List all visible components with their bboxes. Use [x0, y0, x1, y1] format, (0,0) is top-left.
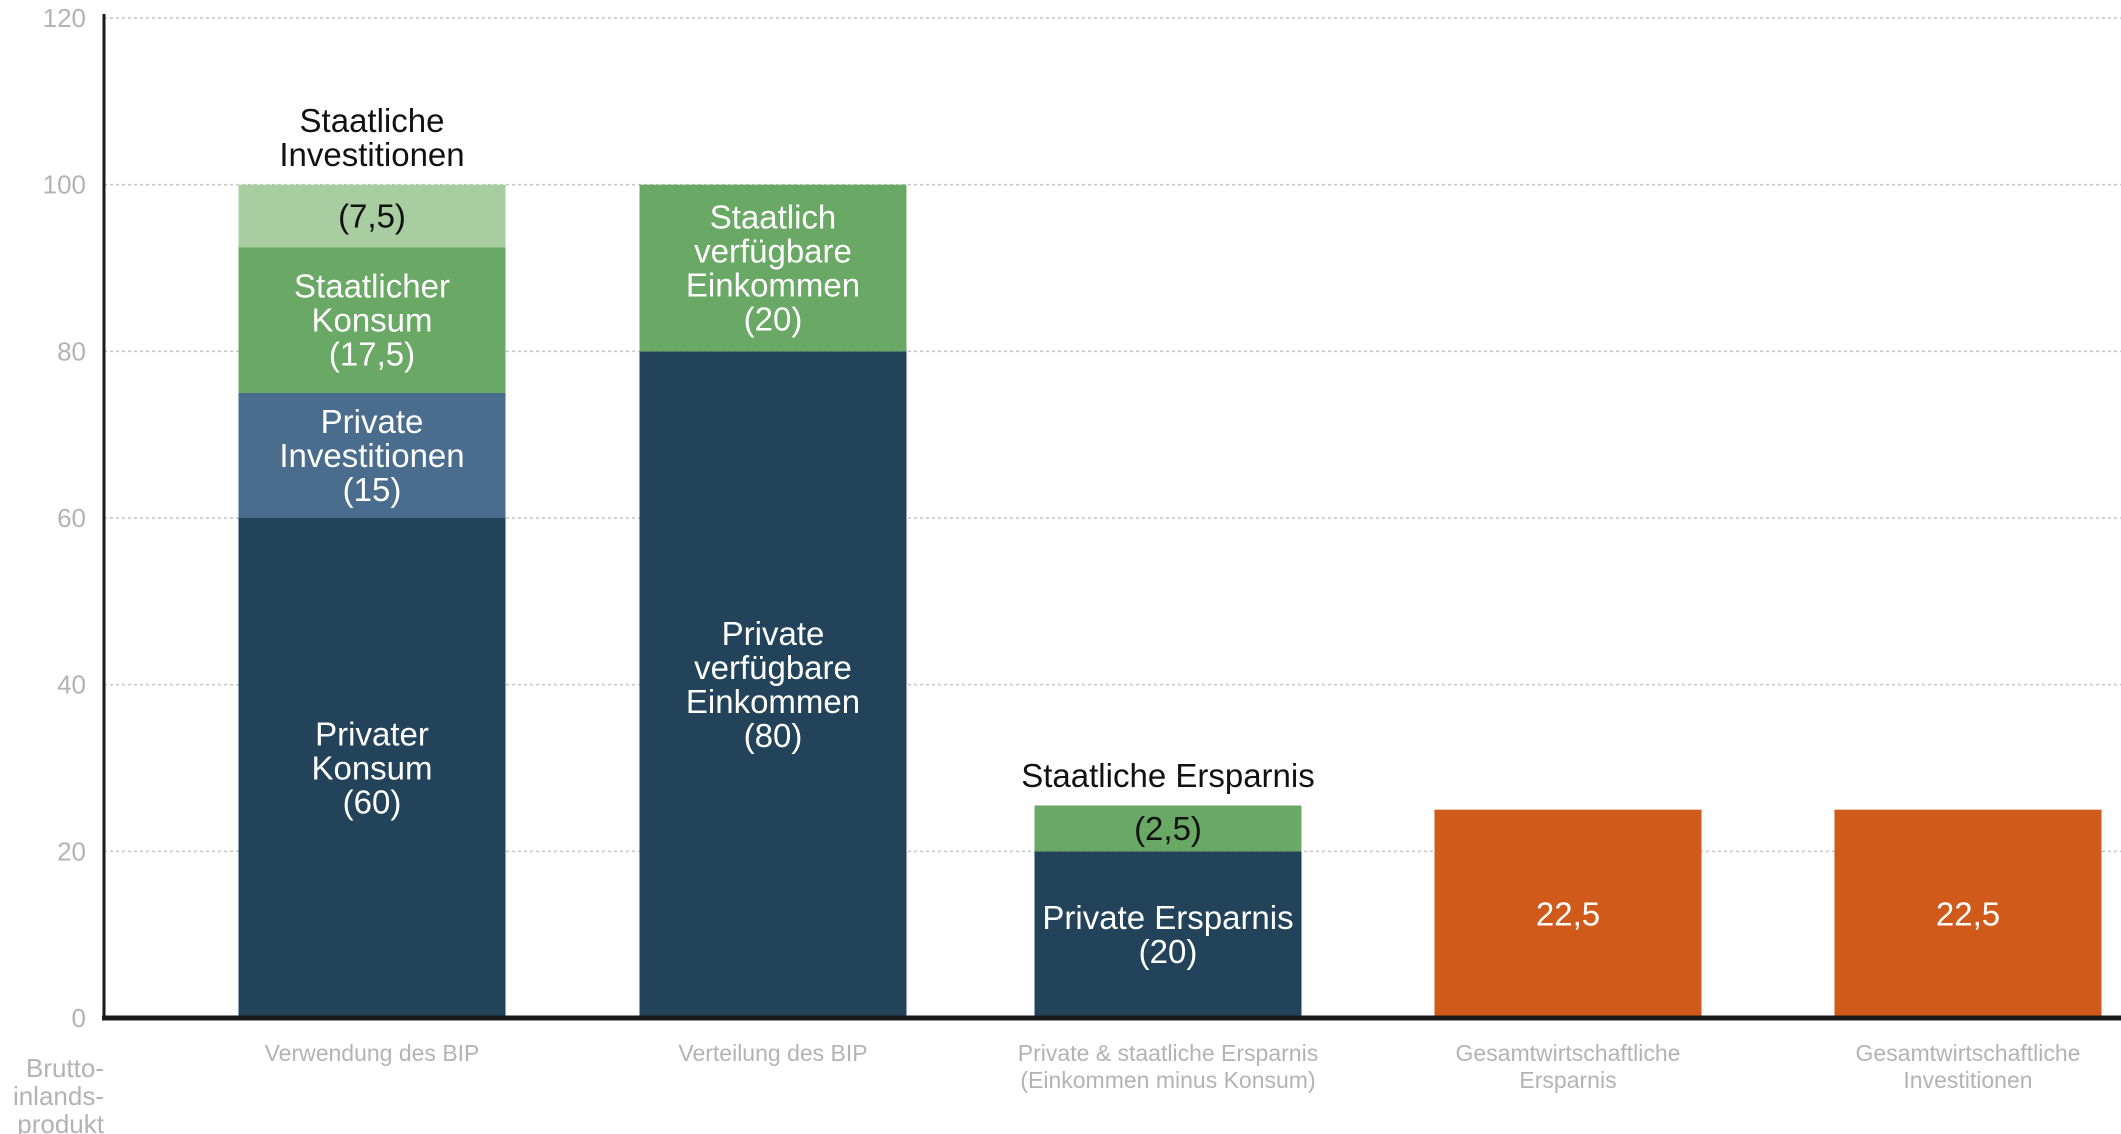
y-tick-label: 120	[43, 3, 86, 33]
y-tick-label: 40	[57, 670, 86, 700]
bar-segment	[238, 247, 506, 393]
bar-segment-label: Private Investitionen (15)	[279, 403, 464, 508]
category-labels: Verwendung des BIP Verteilung des BIP Priv…	[265, 1040, 2081, 1093]
category-label: Verwendung des BIP	[265, 1040, 480, 1066]
y-axis-title: Brutto-inlands-produkt	[13, 1053, 105, 1134]
y-tick-labels: 0 20 40 60 80 100 120	[43, 3, 86, 1033]
category-label: Gesamtwirtschaftliche Investitionen	[1856, 1040, 2081, 1093]
bar-segment	[639, 351, 907, 1018]
y-tick-label: 0	[72, 1003, 86, 1033]
bar-segment	[238, 393, 506, 518]
category-label: Verteilung des BIP	[678, 1040, 867, 1066]
bar-segment-label: 22,5	[1536, 895, 1600, 932]
y-tick-label: 20	[57, 836, 86, 866]
axes	[102, 14, 2121, 1021]
bar-segment-label: (2,5)	[1134, 810, 1202, 847]
bar-segment	[639, 184, 907, 352]
y-tick-label: 100	[43, 170, 86, 200]
bar-segment-label: Staatlicher Konsum (17,5)	[294, 268, 450, 373]
bar-segment-label: Private Ersparnis (20)	[1042, 899, 1293, 970]
bars: Privater Konsum (60) Private Investitionen (1…	[238, 102, 2102, 1018]
bar-segment	[238, 184, 506, 248]
y-tick-label: 80	[57, 336, 86, 366]
bar-top-label: Staatliche Investitionen	[279, 102, 464, 173]
bar-segment	[1834, 809, 2102, 1018]
y-tick-label: 60	[57, 503, 86, 533]
bar-segment	[1034, 805, 1302, 852]
bar-top-label: Staatliche Ersparnis	[1021, 757, 1314, 794]
bar-segment	[1434, 809, 1702, 1018]
bar-segment-label: (7,5)	[338, 197, 406, 234]
bar-segment-label: Staatlich verfügbare Einkommen (20)	[686, 199, 860, 338]
y-axis-title: Brutto-inlands-produkt	[13, 1053, 105, 1134]
category-label: Gesamtwirtschaftliche Ersparnis	[1456, 1040, 1681, 1093]
category-label: Private & staatliche Ersparnis (Einkommen…	[1018, 1040, 1318, 1093]
bar-segment	[1034, 851, 1302, 1018]
bar-segment-label: Private verfügbare Einkommen (80)	[686, 615, 860, 754]
bar-segment-label: 22,5	[1936, 895, 2000, 932]
bar-segment-label: Privater Konsum (60)	[311, 716, 432, 821]
bar-segment	[238, 518, 506, 1018]
